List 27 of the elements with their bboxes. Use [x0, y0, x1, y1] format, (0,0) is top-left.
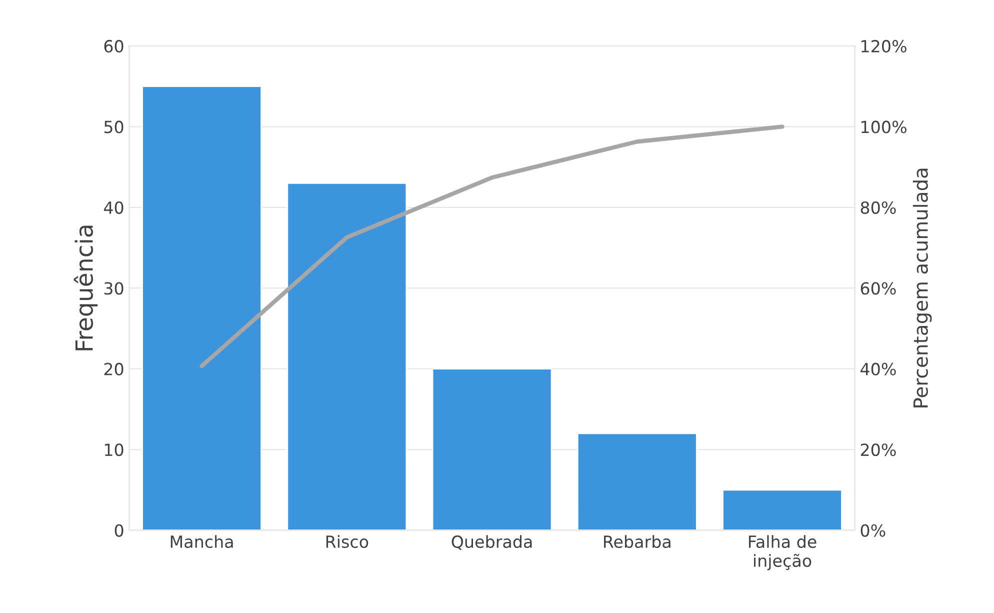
y-tick-label: 0 [114, 524, 124, 537]
y2-tick-label: 80% [860, 201, 896, 214]
y-tick-label: 30 [104, 282, 124, 295]
y-tick-label: 20 [104, 362, 124, 376]
y2-tick-label: 60% [860, 282, 896, 295]
y-tick-label: 10 [104, 443, 124, 456]
y-tick-label: 50 [104, 120, 124, 134]
x-tick-label: Mancha [170, 535, 233, 548]
y2-tick-label: 20% [860, 443, 896, 456]
y-tick-label: 40 [104, 201, 124, 214]
bar [576, 432, 698, 530]
y-axis-title: Frequência [74, 226, 98, 350]
y2-tick-label: 0% [860, 524, 886, 537]
bar [722, 489, 842, 530]
y2-tick-label: 40% [860, 362, 896, 376]
y-tick-label: 60 [104, 40, 124, 53]
y2-axis-title: Percentagem acumulada [912, 168, 932, 408]
bar [286, 182, 408, 530]
x-tick-label: Rebarba [604, 535, 670, 548]
x-tick-label: Risco [326, 535, 368, 548]
x-tick-label: Quebrada [452, 535, 532, 550]
line-series [200, 124, 784, 368]
y2-tick-label: 120% [862, 40, 906, 53]
y2-tick-label: 100% [862, 120, 906, 134]
bar [432, 368, 552, 530]
x-tick-label: Falha de injeção [749, 535, 816, 570]
bar [142, 86, 262, 530]
